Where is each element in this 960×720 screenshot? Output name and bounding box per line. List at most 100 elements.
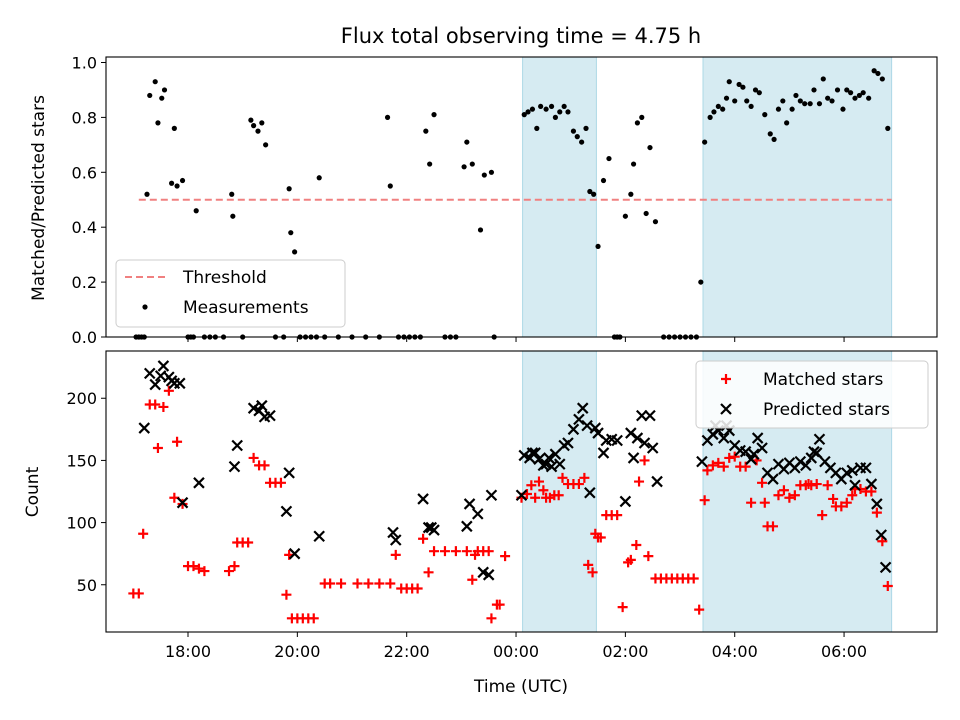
measurement-point-8	[159, 95, 165, 101]
predicted-point-94	[813, 433, 826, 446]
matched-point-69	[553, 490, 564, 501]
measurement-point-61	[477, 227, 484, 233]
measurement-point-23	[230, 213, 236, 219]
predicted-point-33	[485, 489, 498, 502]
measurement-point-103	[698, 279, 704, 285]
measurement-point-119	[767, 131, 773, 137]
predicted-point-93	[810, 447, 823, 459]
predicted-legend-label: Predicted stars	[763, 400, 890, 420]
measurement-point-108	[720, 106, 726, 112]
matched-point-20	[248, 452, 259, 463]
predicted-point-49	[573, 413, 585, 426]
measurement-point-110	[726, 79, 732, 85]
ratio-legend: Threshold Measurements	[115, 259, 346, 328]
measurement-point-124	[789, 106, 795, 112]
measurement-point-4	[144, 191, 150, 197]
count-y-axis: 50 100 150 200	[66, 389, 106, 595]
predicted-point-68	[696, 455, 708, 468]
measurement-point-33	[288, 230, 294, 236]
predicted-point-65	[644, 409, 656, 422]
measurement-point-107	[715, 103, 721, 110]
matched-point-39	[385, 578, 396, 589]
predicted-point-104	[865, 478, 878, 490]
predicted-point-70	[707, 428, 719, 441]
measurement-point-74	[561, 103, 567, 110]
predicted-point-90	[800, 459, 812, 472]
measurement-point-34	[292, 249, 298, 255]
measurement-point-125	[793, 92, 799, 99]
predicted-point-21	[313, 530, 325, 543]
matched-legend-label: Matched stars	[763, 370, 883, 390]
measurement-point-53	[427, 161, 433, 167]
measurement-point-116	[752, 87, 759, 93]
matched-point-85	[625, 554, 636, 565]
predicted-point-50	[576, 402, 589, 414]
matched-point-19	[243, 537, 254, 548]
measurement-point-75	[565, 109, 571, 115]
measurement-point-76	[570, 128, 577, 134]
measurement-point-91	[634, 120, 641, 126]
measurement-point-94	[647, 144, 653, 151]
predicted-point-67	[651, 475, 663, 488]
matched-point-76	[587, 567, 598, 578]
predicted-point-89	[794, 455, 807, 468]
matched-point-37	[363, 578, 374, 589]
measurement-point-111	[732, 98, 738, 104]
matched-point-127	[836, 501, 847, 512]
matched-star-points	[128, 385, 893, 624]
predicted-point-103	[860, 462, 872, 474]
measurement-legend-label: Measurements	[183, 298, 309, 318]
predicted-point-15	[256, 399, 268, 412]
measurement-point-136	[844, 87, 850, 93]
matched-point-124	[822, 480, 833, 491]
matched-point-110	[757, 477, 768, 488]
predicted-point-19	[280, 505, 293, 518]
measurement-point-84	[606, 155, 612, 162]
predicted-point-27	[428, 524, 440, 536]
ratio-ytick-label-0: 0.0	[72, 328, 97, 347]
measurement-point-83	[600, 177, 607, 184]
measurement-point-11	[171, 125, 177, 131]
measurement-point-71	[548, 103, 555, 110]
matched-point-59	[500, 551, 511, 562]
measurement-point-32	[286, 186, 292, 192]
measurement-point-27	[255, 128, 261, 134]
threshold-legend-label: Threshold	[182, 268, 267, 288]
measurement-point-73	[557, 109, 563, 115]
matched-point-1	[133, 588, 144, 599]
measurement-point-90	[630, 161, 637, 167]
matched-point-51	[467, 574, 478, 585]
matched-point-9	[172, 436, 183, 447]
predicted-point-105	[871, 498, 883, 510]
measurement-point-112	[736, 81, 742, 88]
measurement-point-89	[628, 191, 634, 197]
measurement-point-92	[639, 114, 645, 120]
measurement-point-139	[856, 92, 862, 99]
predicted-point-80	[748, 448, 760, 460]
matched-point-5	[152, 442, 163, 453]
ratio-ytick-label-5: 1.0	[72, 53, 97, 72]
measurement-point-80	[587, 188, 593, 195]
matched-point-45	[418, 533, 429, 544]
measurement-point-123	[784, 120, 790, 126]
measurement-point-78	[579, 139, 585, 145]
matched-point-79	[595, 532, 606, 543]
measurement-point-128	[807, 101, 813, 107]
measurement-point-105	[707, 114, 713, 120]
time-xtick-label-6: 06:00	[821, 642, 867, 661]
predicted-point-11	[228, 460, 241, 473]
matched-point-129	[847, 490, 858, 501]
predicted-point-42	[543, 452, 555, 464]
measurement-point-138	[852, 95, 858, 101]
predicted-point-84	[767, 473, 779, 485]
predicted-point-34	[515, 489, 528, 502]
matched-point-55	[483, 546, 494, 557]
measurement-point-67	[529, 106, 536, 112]
measurement-point-77	[574, 134, 580, 140]
predicted-point-66	[646, 442, 659, 454]
predicted-point-1	[143, 367, 156, 380]
matched-point-133	[866, 486, 877, 497]
measurement-point-121	[775, 106, 782, 112]
predicted-legend-swatch	[720, 403, 732, 415]
matched-point-40	[390, 549, 401, 560]
